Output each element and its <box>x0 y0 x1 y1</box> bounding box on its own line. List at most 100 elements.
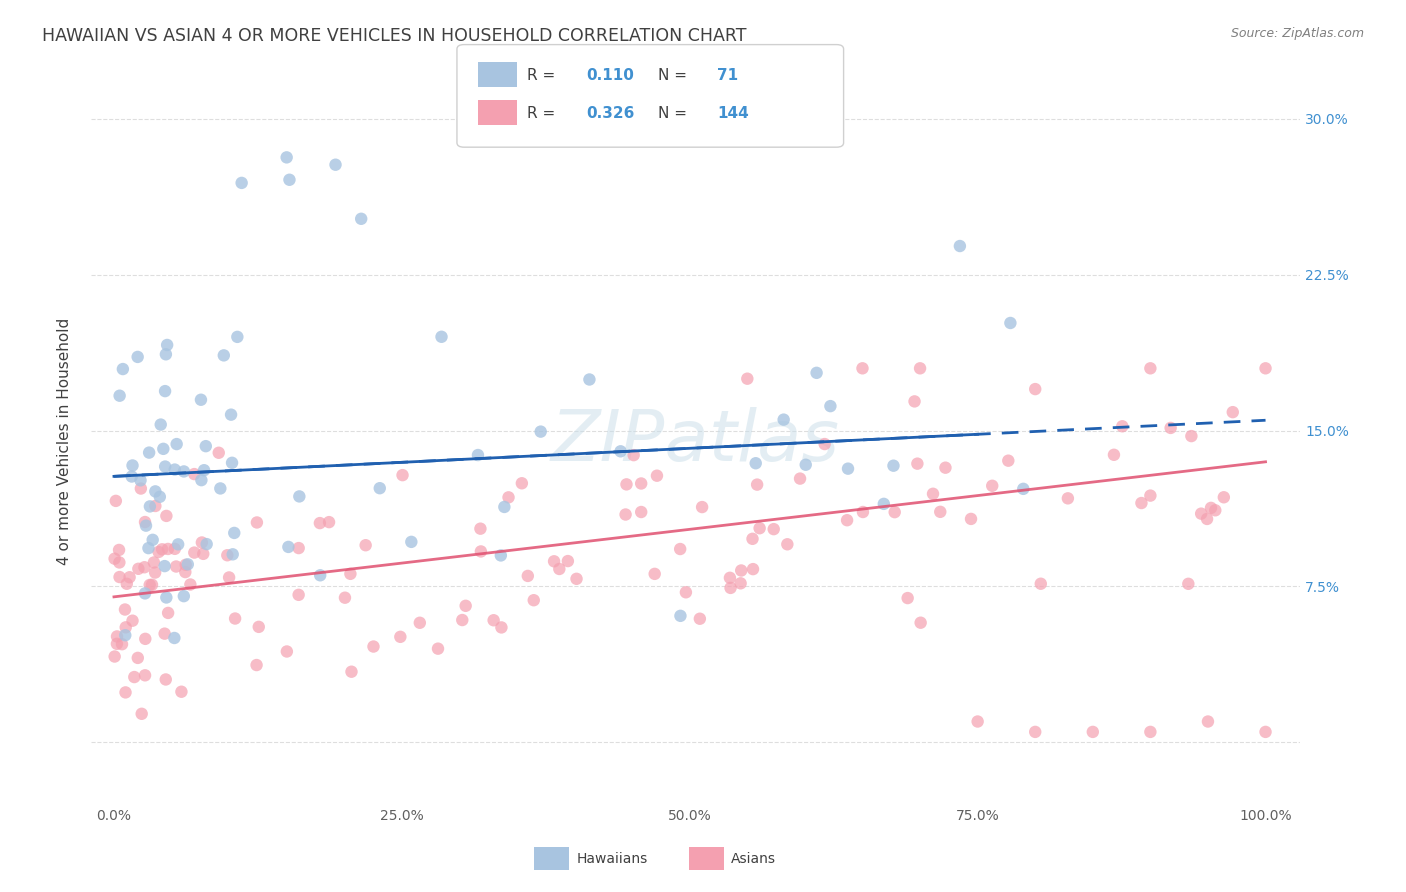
Point <box>134 586 156 600</box>
Point <box>772 412 794 426</box>
Point <box>191 535 214 549</box>
Point <box>127 350 149 364</box>
Point <box>152 442 174 456</box>
Point <box>276 644 298 658</box>
Point <box>949 239 972 253</box>
Point <box>105 629 128 643</box>
Point <box>114 685 136 699</box>
Point <box>523 593 546 607</box>
Point <box>114 602 136 616</box>
Point <box>138 578 160 592</box>
Point <box>1139 489 1161 503</box>
Point <box>730 564 752 578</box>
Point <box>741 532 763 546</box>
Point <box>142 533 165 547</box>
Point <box>124 670 146 684</box>
Point <box>645 468 668 483</box>
Point <box>548 562 571 576</box>
Point <box>131 706 153 721</box>
Point <box>960 512 983 526</box>
Point <box>1204 503 1226 517</box>
Point <box>616 477 638 491</box>
Point <box>748 521 770 535</box>
Point <box>510 476 533 491</box>
Point <box>630 505 652 519</box>
Point <box>1102 448 1125 462</box>
Point <box>1024 382 1046 396</box>
Point <box>669 542 692 557</box>
Point <box>530 425 553 439</box>
Point <box>108 543 131 558</box>
Point <box>155 508 177 523</box>
Point <box>451 613 474 627</box>
Point <box>350 211 373 226</box>
Point <box>245 658 267 673</box>
Point <box>114 628 136 642</box>
Point <box>835 513 858 527</box>
Point <box>737 372 759 386</box>
Point <box>287 588 309 602</box>
Text: Hawaiians: Hawaiians <box>576 852 648 866</box>
Point <box>675 585 697 599</box>
Point <box>209 482 232 496</box>
Point <box>565 572 588 586</box>
Point <box>1000 316 1022 330</box>
Point <box>623 448 645 462</box>
Point <box>179 577 201 591</box>
Point <box>966 714 988 729</box>
Point <box>276 150 298 164</box>
Point <box>153 384 176 398</box>
Text: 0.110: 0.110 <box>586 69 634 83</box>
Point <box>224 525 246 540</box>
Point <box>127 651 149 665</box>
Point <box>163 631 186 645</box>
Point <box>882 458 904 473</box>
Point <box>111 362 134 376</box>
Point <box>173 589 195 603</box>
Point <box>333 591 356 605</box>
Point <box>155 591 177 605</box>
Text: 71: 71 <box>717 69 738 83</box>
Point <box>1111 419 1133 434</box>
Text: N =: N = <box>658 69 692 83</box>
Point <box>409 615 432 630</box>
Point <box>1180 429 1202 443</box>
Point <box>789 472 811 486</box>
Point <box>134 632 156 646</box>
Point <box>1057 491 1080 506</box>
Text: 144: 144 <box>717 106 749 120</box>
Point <box>1189 507 1212 521</box>
Point <box>153 559 176 574</box>
Point <box>104 551 127 566</box>
Point <box>470 544 492 558</box>
Point <box>391 468 413 483</box>
Point <box>689 612 711 626</box>
Point <box>138 541 160 555</box>
Point <box>193 547 215 561</box>
Point <box>149 490 172 504</box>
Point <box>104 649 127 664</box>
Point <box>129 473 152 487</box>
Point <box>325 158 347 172</box>
Point <box>354 538 377 552</box>
Point <box>278 173 301 187</box>
Point <box>543 554 565 568</box>
Point <box>557 554 579 568</box>
Point <box>494 500 516 514</box>
Point <box>630 476 652 491</box>
Point <box>718 571 741 585</box>
Point <box>190 473 212 487</box>
Point <box>174 558 197 572</box>
Text: Source: ZipAtlas.com: Source: ZipAtlas.com <box>1230 27 1364 40</box>
Point <box>820 399 842 413</box>
Point <box>150 542 173 557</box>
Text: Asians: Asians <box>731 852 776 866</box>
Point <box>482 613 505 627</box>
Point <box>1012 482 1035 496</box>
Point <box>934 460 956 475</box>
Point <box>742 562 765 576</box>
Point <box>427 641 450 656</box>
Point <box>121 458 143 473</box>
Point <box>157 606 180 620</box>
Text: 0.326: 0.326 <box>586 106 634 120</box>
